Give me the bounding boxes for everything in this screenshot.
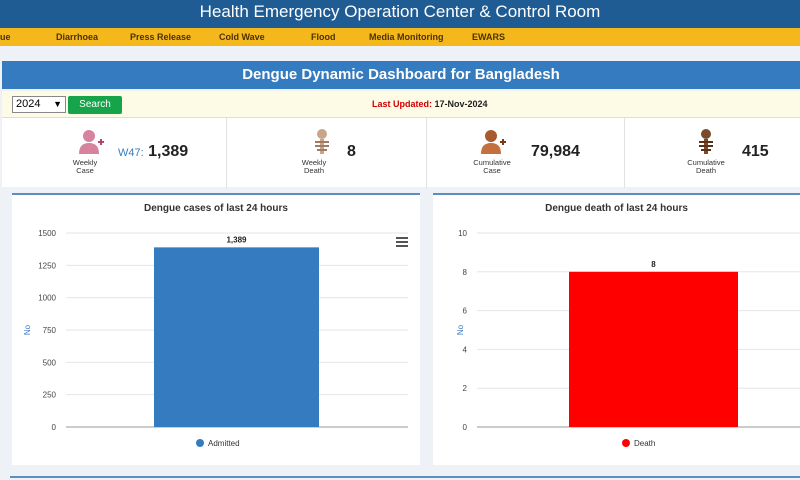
legend-label: Death [634,439,655,448]
y-tick-label: 4 [463,345,468,354]
nav-item-press-release[interactable]: Press Release [130,32,192,42]
divider [10,476,800,478]
week-label: W47: [118,147,144,159]
y-tick-label: 1250 [38,261,56,270]
death-chart-panel: Dengue death of last 24 hours 0 2 4 6 8 10 No 8… [433,193,800,465]
y-tick-label: 750 [43,326,57,335]
data-label: 8 [651,260,656,269]
legend-marker [622,439,630,447]
legend-marker [196,439,204,447]
nav-item-flood[interactable]: Flood [311,32,336,42]
nav-item-cold-wave[interactable]: Cold Wave [219,32,265,42]
stats-row: Weekly Case W47: 1,389 Weekly Death 8 Cu… [2,117,800,188]
cases-chart-panel: Dengue cases of last 24 hours 0 250 500 750… [12,193,420,465]
y-tick-label: 250 [43,391,57,400]
skeleton-icon [699,129,713,154]
person-add-icon [481,130,506,154]
data-label: 1,389 [226,235,247,244]
chevron-down-icon: ▼ [53,99,62,109]
cumulative-case-value: 79,984 [531,143,580,160]
y-tick-label: 0 [52,423,57,432]
stat-weekly-case: Weekly Case W47: 1,389 [2,118,227,188]
chart-title: Dengue cases of last 24 hours [144,203,288,214]
skeleton-icon [315,129,329,154]
weekly-case-value: W47: 1,389 [118,143,189,160]
site-title: Health Emergency Operation Center & Cont… [199,2,601,21]
stat-cumulative-case: Cumulative Case 79,984 [427,118,625,188]
y-tick-label: 8 [463,268,468,277]
main-nav: ue Diarrhoea Press Release Cold Wave Flo… [0,28,800,46]
y-axis-label: No [23,324,32,335]
weekly-death-value: 8 [347,143,356,160]
nav-item-ewars[interactable]: EWARS [472,32,506,42]
y-tick-label: 1000 [38,294,56,303]
last-updated-label: Last Updated: [372,99,433,109]
last-updated: Last Updated: 17-Nov-2024 [372,99,488,109]
year-select[interactable]: 2024 ▼ [12,96,66,113]
y-tick-label: 0 [463,423,468,432]
cumulative-death-value: 415 [742,143,769,160]
dashboard-title: Dengue Dynamic Dashboard for Bangladesh [2,61,800,89]
nav-item-media-monitoring[interactable]: Media Monitoring [369,32,444,42]
cases-chart: 0 250 500 750 1000 1250 1500 No 1,389 Admitted [23,229,408,448]
nav-item-diarrhoea[interactable]: Diarrhoea [56,32,99,42]
y-tick-label: 500 [43,358,57,367]
stat-weekly-death: Weekly Death 8 [227,118,427,188]
site-header: Health Emergency Operation Center & Cont… [0,0,800,28]
legend-label: Admitted [208,439,240,448]
y-tick-label: 6 [463,307,468,316]
filter-bar: 2024 ▼ Search Last Updated: 17-Nov-2024 [2,91,800,117]
death-chart: 0 2 4 6 8 10 No 8 Death [456,229,800,448]
last-updated-value: 17-Nov-2024 [434,99,488,109]
y-tick-label: 10 [458,229,467,238]
chart-title: Dengue death of last 24 hours [545,203,688,214]
bar [569,271,738,427]
person-add-icon [79,130,104,154]
y-axis-label: No [456,324,465,335]
stat-cumulative-death: Cumulative Death 415 [625,118,800,188]
search-button[interactable]: Search [68,96,122,114]
chart-menu-icon[interactable] [396,237,408,247]
nav-item-dengue[interactable]: ue [0,32,11,42]
bar [154,247,319,427]
y-tick-label: 1500 [38,229,56,238]
y-tick-label: 2 [463,384,468,393]
